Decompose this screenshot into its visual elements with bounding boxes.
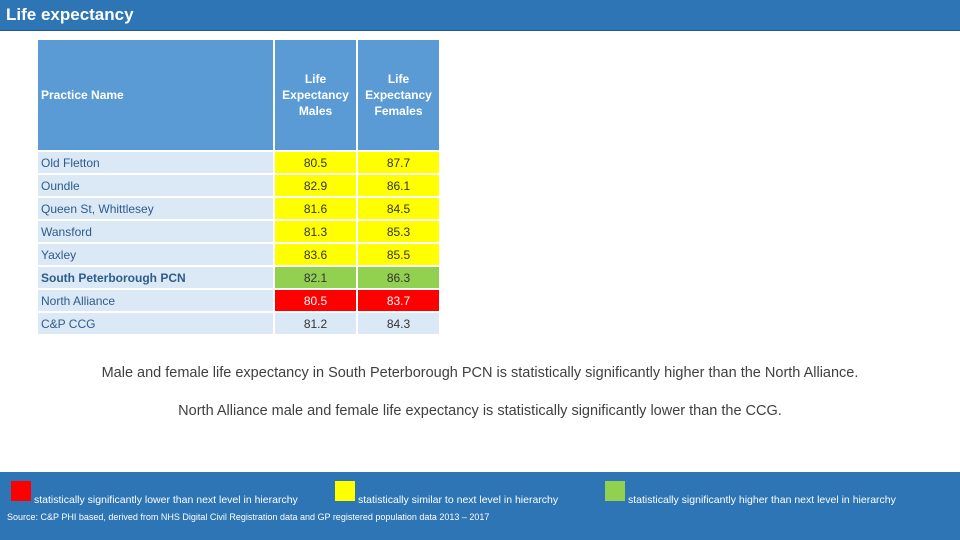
title-bar: Life expectancy [0,0,960,31]
female-life-expectancy-cell: 84.3 [356,311,441,336]
legend-label-lower: statistically significantly lower than n… [34,494,298,506]
male-life-expectancy-cell: 80.5 [273,288,358,313]
practice-name-cell: C&P CCG [36,311,275,336]
column-header-practice-name: Practice Name [36,38,275,152]
female-life-expectancy-cell: 84.5 [356,196,441,221]
female-life-expectancy-cell: 86.3 [356,265,441,290]
legend-swatch-green [605,481,625,501]
table-row: Old Fletton 80.5 87.7 [36,150,441,175]
legend-swatch-yellow [335,481,355,501]
female-life-expectancy-cell: 87.7 [356,150,441,175]
practice-name-cell: Yaxley [36,242,275,267]
table-row: Wansford 81.3 85.3 [36,219,441,244]
female-life-expectancy-cell: 85.5 [356,242,441,267]
male-life-expectancy-cell: 82.1 [273,265,358,290]
female-life-expectancy-cell: 83.7 [356,288,441,313]
male-life-expectancy-cell: 82.9 [273,173,358,198]
male-life-expectancy-cell: 80.5 [273,150,358,175]
table-row: C&P CCG 81.2 84.3 [36,311,441,336]
footer-legend: statistically significantly lower than n… [0,472,960,540]
life-expectancy-table-container: Practice Name Life Expectancy Males Life… [36,38,441,336]
table-row: Yaxley 83.6 85.5 [36,242,441,267]
practice-name-cell: South Peterborough PCN [36,265,275,290]
legend-swatch-red [11,481,31,501]
practice-name-cell: Queen St, Whittlesey [36,196,275,221]
table-row: North Alliance 80.5 83.7 [36,288,441,313]
legend-label-higher: statistically significantly higher than … [628,494,896,506]
column-header-female: Life Expectancy Females [356,38,441,152]
caption-line-2: North Alliance male and female life expe… [178,403,782,419]
practice-name-cell: Wansford [36,219,275,244]
table-row: South Peterborough PCN 82.1 86.3 [36,265,441,290]
caption-line-1: Male and female life expectancy in South… [101,365,859,381]
male-life-expectancy-cell: 81.6 [273,196,358,221]
table-row: Queen St, Whittlesey 81.6 84.5 [36,196,441,221]
practice-name-cell: Oundle [36,173,275,198]
column-header-male: Life Expectancy Males [273,38,358,152]
table-row: Oundle 82.9 86.1 [36,173,441,198]
female-life-expectancy-cell: 86.1 [356,173,441,198]
source-note: Source: C&P PHI based, derived from NHS … [7,512,490,522]
page-title: Life expectancy [6,5,134,24]
legend-label-similar: statistically similar to next level in h… [358,494,559,506]
male-life-expectancy-cell: 81.2 [273,311,358,336]
life-expectancy-table: Practice Name Life Expectancy Males Life… [36,38,441,336]
table-header-row: Practice Name Life Expectancy Males Life… [36,38,441,152]
practice-name-cell: North Alliance [36,288,275,313]
female-life-expectancy-cell: 85.3 [356,219,441,244]
male-life-expectancy-cell: 81.3 [273,219,358,244]
practice-name-cell: Old Fletton [36,150,275,175]
male-life-expectancy-cell: 83.6 [273,242,358,267]
